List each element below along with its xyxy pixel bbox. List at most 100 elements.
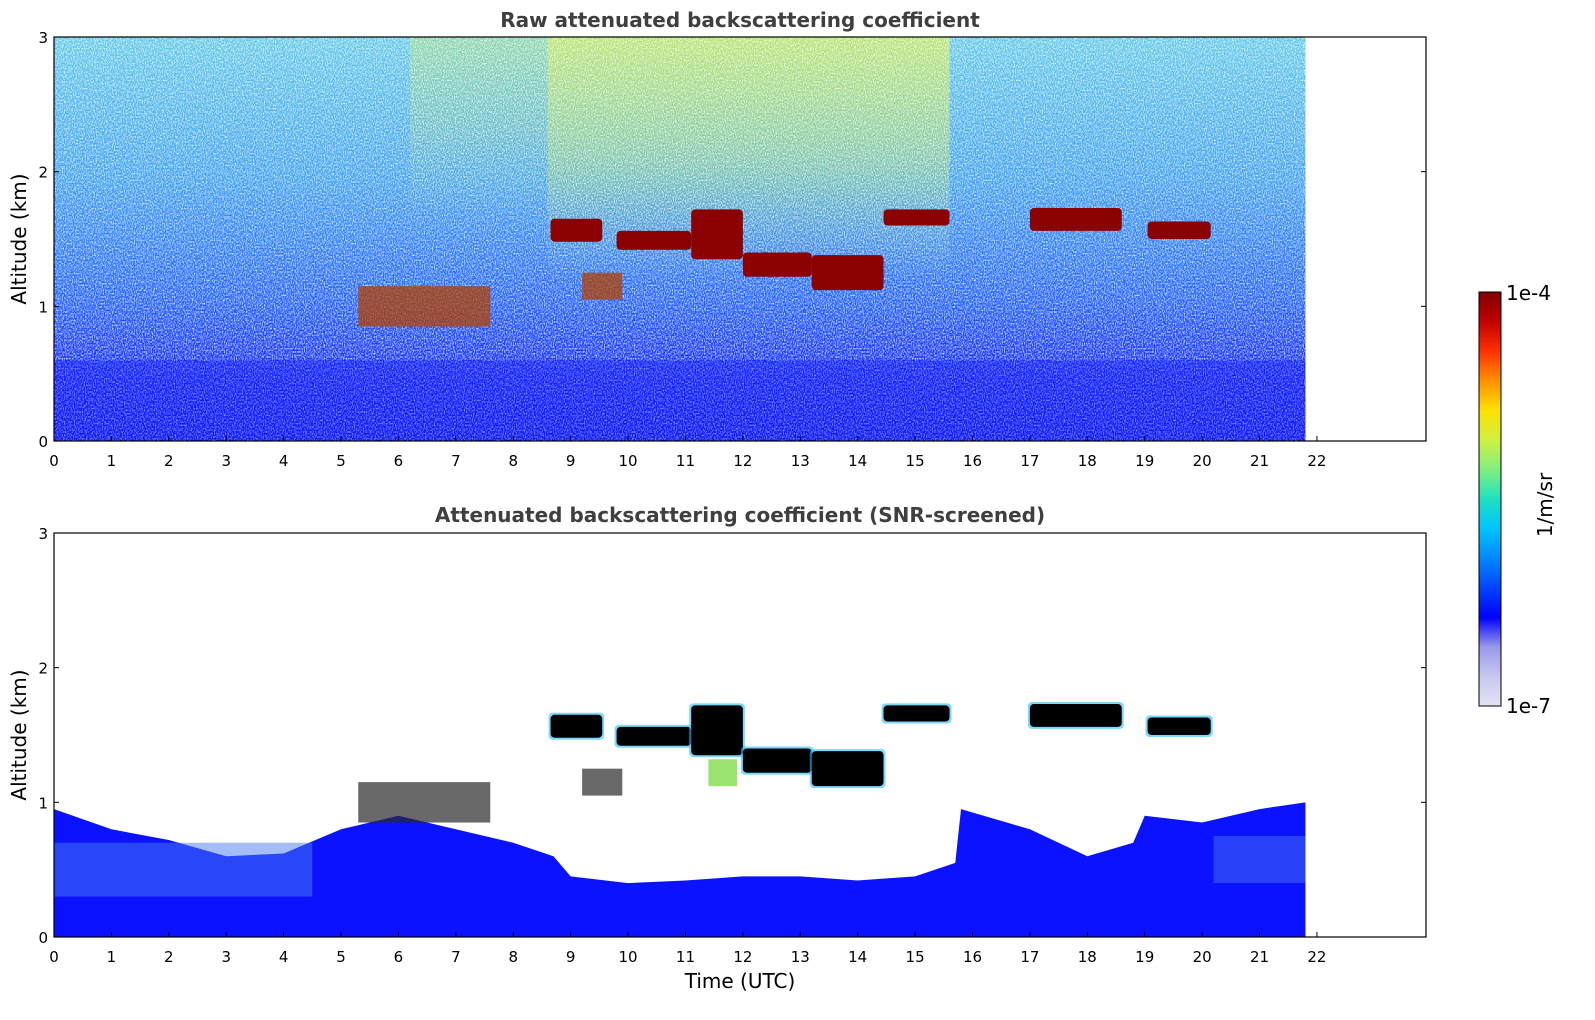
colorbar-max-label: 1e-4 bbox=[1506, 281, 1551, 305]
y-tick-label: 1 bbox=[38, 298, 48, 316]
x-tick-label: 12 bbox=[733, 948, 752, 966]
screened-cloud-layer bbox=[1029, 704, 1122, 727]
x-tick-label: 11 bbox=[676, 948, 695, 966]
x-tick-label: 7 bbox=[451, 452, 461, 470]
x-tick-label: 10 bbox=[619, 452, 638, 470]
x-tick-label: 7 bbox=[451, 948, 461, 966]
screened-low-cloud-patch bbox=[582, 768, 623, 796]
x-tick-label: 16 bbox=[963, 452, 982, 470]
screened-boundary-layer bbox=[54, 802, 1306, 937]
x-tick-label: 22 bbox=[1307, 948, 1326, 966]
panel-2-frame bbox=[53, 532, 1427, 938]
raw-cloud-layer bbox=[883, 209, 950, 226]
raw-cloud-layer bbox=[811, 255, 884, 291]
screened-cloud-layer bbox=[1147, 717, 1211, 735]
raw-cloud-layer bbox=[550, 218, 603, 242]
screened-backscatter-panel: Attenuated backscattering coefficient (S… bbox=[7, 503, 1427, 993]
screened-cloud-layer bbox=[616, 726, 692, 746]
x-tick-label: 19 bbox=[1135, 948, 1154, 966]
y-tick-label: 0 bbox=[38, 433, 48, 451]
screened-cloud-layer bbox=[742, 748, 812, 773]
panel-1-title: Raw attenuated backscattering coefficien… bbox=[500, 8, 980, 32]
x-tick-label: 17 bbox=[1020, 948, 1039, 966]
x-tick-label: 18 bbox=[1078, 452, 1097, 470]
x-tick-label: 6 bbox=[394, 452, 404, 470]
y-tick-label: 3 bbox=[38, 29, 48, 47]
screened-cloud-layer bbox=[811, 751, 884, 787]
raw-low-cloud-patch bbox=[582, 272, 623, 300]
screened-green-patch bbox=[708, 759, 738, 787]
raw-heatmap-area bbox=[54, 37, 1306, 441]
raw-backscatter-panel: Raw attenuated backscattering coefficien… bbox=[7, 8, 1427, 470]
screened-cloud-layer bbox=[550, 714, 603, 738]
x-tick-label: 10 bbox=[619, 948, 638, 966]
x-tick-label: 21 bbox=[1250, 452, 1269, 470]
x-tick-label: 4 bbox=[279, 452, 289, 470]
x-tick-label: 22 bbox=[1307, 452, 1326, 470]
x-tick-label: 14 bbox=[848, 948, 867, 966]
panel-2-x-ticks: 0 1 2 3 4 5 6 7 8 9 10 11 12 13 14 15 16 17 18 19 20 21 22 bbox=[49, 932, 1326, 966]
x-tick-label: 20 bbox=[1193, 948, 1212, 966]
x-tick-label: 3 bbox=[221, 948, 231, 966]
raw-cloud-layer bbox=[616, 230, 692, 250]
x-tick-label: 6 bbox=[394, 948, 404, 966]
x-tick-label: 5 bbox=[336, 452, 346, 470]
raw-low-cloud-patch bbox=[358, 286, 491, 327]
y-tick-label: 0 bbox=[38, 929, 48, 947]
x-tick-label: 4 bbox=[279, 948, 289, 966]
colorbar-bar bbox=[1478, 291, 1502, 707]
x-tick-label: 15 bbox=[906, 452, 925, 470]
x-tick-label: 1 bbox=[107, 948, 117, 966]
panel-1-x-ticks: 0 1 2 3 4 5 6 7 8 9 10 11 12 13 14 15 16 17 18 19 20 21 22 bbox=[49, 436, 1326, 470]
screened-cloud-layer bbox=[883, 705, 950, 722]
x-tick-label: 18 bbox=[1078, 948, 1097, 966]
colorbar-min-label: 1e-7 bbox=[1506, 694, 1551, 718]
x-tick-label: 5 bbox=[336, 948, 346, 966]
x-tick-label: 0 bbox=[49, 452, 59, 470]
panel-2-y-ticks: 0 1 2 3 bbox=[38, 525, 1426, 947]
x-tick-label: 19 bbox=[1135, 452, 1154, 470]
y-tick-label: 2 bbox=[38, 164, 48, 182]
raw-boundary-layer bbox=[54, 360, 1306, 441]
x-tick-label: 15 bbox=[906, 948, 925, 966]
x-tick-label: 16 bbox=[963, 948, 982, 966]
panel-1-y-ticks: 0 1 2 3 bbox=[38, 29, 1426, 451]
x-tick-label: 20 bbox=[1193, 452, 1212, 470]
x-axis-label: Time (UTC) bbox=[684, 969, 796, 993]
panel-1-y-axis-label: Altitude (km) bbox=[7, 173, 31, 304]
raw-cloud-layer bbox=[691, 209, 743, 260]
raw-cloud-layer bbox=[1147, 221, 1211, 239]
screened-late-aerosol bbox=[1213, 836, 1306, 884]
x-tick-label: 1 bbox=[107, 452, 117, 470]
y-tick-label: 2 bbox=[38, 660, 48, 678]
x-tick-label: 13 bbox=[791, 948, 810, 966]
panel-1-frame bbox=[53, 36, 1427, 442]
x-tick-label: 12 bbox=[733, 452, 752, 470]
y-tick-label: 1 bbox=[38, 794, 48, 812]
x-tick-label: 2 bbox=[164, 948, 174, 966]
x-tick-label: 9 bbox=[566, 948, 576, 966]
screened-heatmap-area bbox=[54, 702, 1306, 937]
x-tick-label: 0 bbox=[49, 948, 59, 966]
x-tick-label: 14 bbox=[848, 452, 867, 470]
screened-low-cloud-patch bbox=[358, 782, 491, 823]
x-tick-label: 11 bbox=[676, 452, 695, 470]
colorbar-unit-label: 1/m/sr bbox=[1533, 472, 1557, 537]
x-tick-label: 9 bbox=[566, 452, 576, 470]
raw-cloud-layer bbox=[1029, 208, 1122, 231]
panel-2-title: Attenuated backscattering coefficient (S… bbox=[435, 503, 1045, 527]
x-tick-label: 13 bbox=[791, 452, 810, 470]
screened-night-aerosol bbox=[54, 842, 313, 897]
x-tick-label: 8 bbox=[508, 452, 518, 470]
colorbar: 1e-4 1e-7 1/m/sr bbox=[1478, 281, 1557, 718]
x-tick-label: 2 bbox=[164, 452, 174, 470]
panel-2-y-axis-label: Altitude (km) bbox=[7, 669, 31, 800]
x-tick-label: 17 bbox=[1020, 452, 1039, 470]
screened-cloud-layer bbox=[691, 705, 743, 756]
x-tick-label: 8 bbox=[508, 948, 518, 966]
raw-cloud-layer bbox=[742, 252, 812, 277]
y-tick-label: 3 bbox=[38, 525, 48, 543]
x-tick-label: 21 bbox=[1250, 948, 1269, 966]
x-tick-label: 3 bbox=[221, 452, 231, 470]
